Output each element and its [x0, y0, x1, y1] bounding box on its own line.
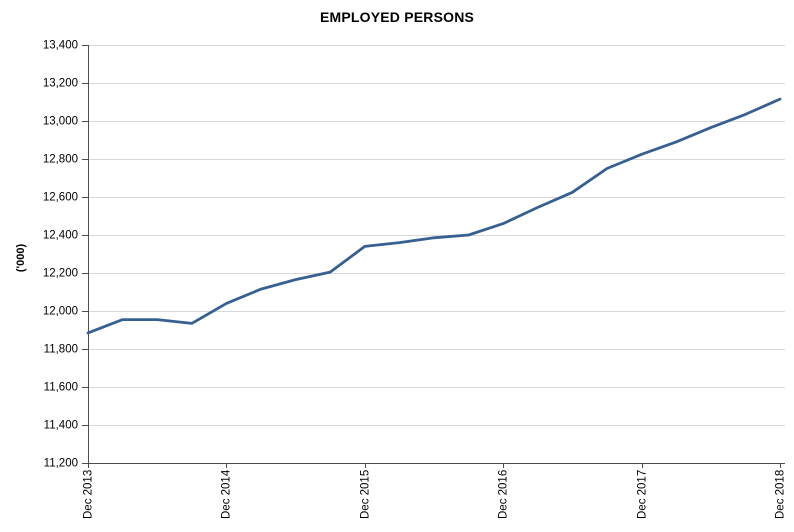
y-axis-title: ('000): [15, 243, 27, 273]
y-tick-label: 13,400: [43, 40, 78, 52]
y-tick-label: 11,800: [44, 344, 78, 356]
chart-title: EMPLOYED PERSONS: [319, 9, 475, 25]
y-tick-label: 12,800: [43, 154, 78, 166]
axes: [82, 45, 785, 468]
data-series: [86, 97, 782, 335]
y-tick-label: 12,600: [43, 192, 78, 204]
y-tick-label: 13,200: [43, 78, 78, 90]
y-tick-label: 12,400: [43, 230, 78, 242]
y-tick-label: 11,400: [44, 420, 78, 432]
y-tick-label: 12,200: [43, 268, 78, 280]
x-tick-label: Dec 2014: [221, 469, 233, 519]
x-tick-labels: Dec 2013 Dec 2014 Dec 2015 Dec 2016 Dec 2017…: [83, 469, 787, 519]
gridlines: [88, 45, 785, 464]
x-tick-label: Dec 2018: [775, 470, 787, 519]
y-tick-label: 13,000: [43, 116, 78, 128]
y-tick-labels: 13,400 13,200 13,000 12,800 12,600 12,400 12,2…: [43, 40, 78, 470]
x-tick-label: Dec 2016: [498, 470, 510, 519]
x-tick-label: Dec 2013: [83, 470, 95, 519]
y-tick-label: 11,600: [44, 382, 78, 394]
x-tick-label: Dec 2017: [637, 470, 649, 519]
employed-persons-line: [86, 97, 782, 335]
y-tick-label: 11,200: [44, 458, 78, 470]
x-tick-label: Dec 2015: [360, 470, 372, 519]
y-tick-label: 12,000: [43, 306, 78, 318]
